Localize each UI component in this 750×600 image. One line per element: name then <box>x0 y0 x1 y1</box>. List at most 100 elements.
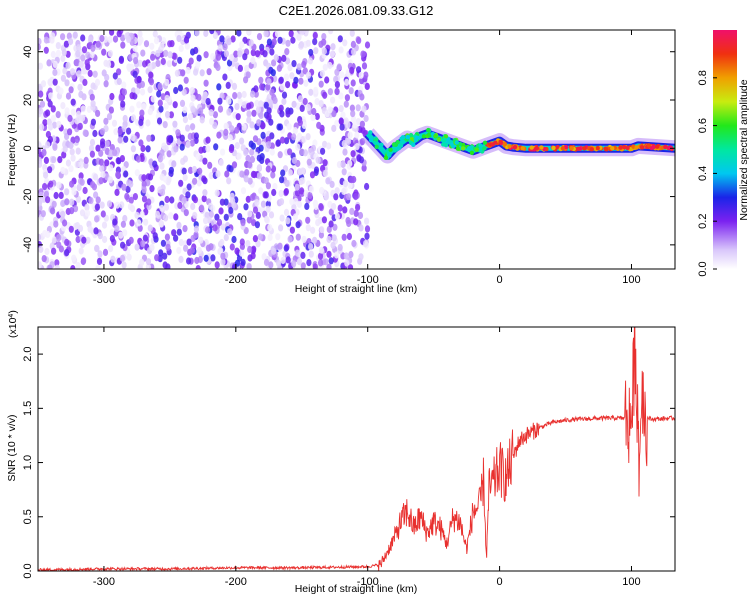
signal-peak <box>639 145 645 150</box>
heatmap-cell <box>189 246 195 254</box>
heatmap-cell <box>120 34 126 42</box>
heatmap-cell <box>277 242 283 250</box>
colorbar-tick-label: 0.2 <box>697 214 709 229</box>
heatmap-cell <box>216 83 222 91</box>
signal-peak <box>388 147 393 152</box>
heatmap-cell <box>342 180 348 188</box>
heatmap-cell <box>152 232 158 240</box>
heatmap-cell <box>328 208 334 216</box>
heatmap-cell <box>341 168 347 176</box>
heatmap-cell <box>283 208 290 216</box>
heatmap-cell <box>120 41 126 49</box>
heatmap-cell <box>94 215 100 223</box>
heatmap-cell <box>274 30 281 38</box>
heatmap-cell <box>47 100 53 108</box>
heatmap-cell <box>237 98 243 106</box>
heatmap-cell <box>55 111 61 119</box>
heatmap-cell <box>363 71 369 79</box>
signal-peak <box>512 144 518 150</box>
heatmap-cell <box>138 118 144 126</box>
heatmap-cell <box>318 246 325 254</box>
heatmap-cell <box>60 54 66 63</box>
heatmap-cell <box>93 227 99 235</box>
heatmap-cell <box>247 161 253 169</box>
heatmap-cell <box>162 252 168 260</box>
heatmap-cell <box>265 200 271 208</box>
heatmap-cell <box>359 77 365 85</box>
heatmap-cell <box>326 250 332 258</box>
heatmap-cell <box>119 254 126 262</box>
heatmap-cell <box>336 161 342 169</box>
heatmap-cell <box>118 94 124 102</box>
heatmap-cell <box>197 198 203 206</box>
snr-multiplier-base: (x10 <box>7 317 19 338</box>
heatmap-cell <box>78 60 84 68</box>
heatmap-cell <box>293 76 299 84</box>
heatmap-cell <box>267 233 273 241</box>
heatmap-cell <box>339 123 345 131</box>
heatmap-cell <box>84 203 90 211</box>
heatmap-cell <box>56 241 62 249</box>
heatmap-cell <box>102 235 108 244</box>
heatmap-cell <box>308 185 315 193</box>
chart-title: C2E1.2026.081.09.33.G12 <box>279 3 434 18</box>
heatmap-cell <box>117 127 123 136</box>
heatmap-cell <box>207 161 213 169</box>
heatmap-cell <box>278 189 284 198</box>
snr-series <box>38 327 675 571</box>
y-tick-label: 1.5 <box>22 401 34 416</box>
heatmap-cell <box>104 140 110 148</box>
heatmap-cell <box>110 255 116 263</box>
snr-x-label: Height of straight line (km) <box>295 583 418 595</box>
heatmap-cell <box>146 134 152 142</box>
heatmap-cell <box>82 78 88 86</box>
heatmap-cell <box>360 50 366 58</box>
heatmap-cell <box>51 236 57 244</box>
heatmap-cell <box>344 78 350 86</box>
heatmap-cell <box>302 67 308 75</box>
spectrogram-y-label: Frequency (Hz) <box>6 114 18 186</box>
heatmap-cell <box>322 159 328 167</box>
heatmap-cell <box>290 36 296 44</box>
heatmap-cell <box>54 264 60 269</box>
signal-peak <box>469 150 475 155</box>
heatmap-cell <box>337 204 343 212</box>
heatmap-cell <box>62 219 68 227</box>
heatmap-cell <box>295 221 301 229</box>
heatmap-cell <box>115 171 121 179</box>
heatmap-cell <box>328 257 334 265</box>
heatmap-cell <box>75 262 81 269</box>
heatmap-cell <box>154 210 161 218</box>
heatmap-cell <box>164 94 170 102</box>
heatmap-cell <box>260 121 266 129</box>
heatmap-cell <box>344 259 350 267</box>
heatmap-cell <box>271 247 277 255</box>
spectrogram-x-ticks: -300 -200 -100 0 100 <box>93 30 641 286</box>
heatmap-cell <box>43 46 49 54</box>
heatmap-cell <box>361 105 367 113</box>
heatmap-cell <box>155 49 161 58</box>
heatmap-cell <box>300 262 306 269</box>
heatmap-cell <box>81 257 87 265</box>
heatmap-cell <box>132 70 138 78</box>
heatmap-cell <box>268 211 275 219</box>
heatmap-cell <box>287 235 293 243</box>
heatmap-cell <box>321 47 327 55</box>
heatmap-cell <box>71 188 77 196</box>
heatmap-cell <box>122 114 128 123</box>
heatmap-cell <box>186 183 192 191</box>
heatmap-cell <box>141 174 147 182</box>
heatmap-cell <box>75 147 81 155</box>
heatmap-cell <box>85 236 91 244</box>
heatmap-cell <box>268 118 274 126</box>
heatmap-cell <box>299 104 305 112</box>
heatmap-cell <box>326 235 332 244</box>
heatmap-cell <box>316 121 322 129</box>
heatmap-cell <box>123 135 129 143</box>
heatmap-cell <box>295 102 301 110</box>
heatmap-cell <box>192 196 198 204</box>
heatmap-cell <box>114 225 120 233</box>
heatmap-cell <box>252 206 259 214</box>
heatmap-cell <box>75 50 81 58</box>
heatmap-cell <box>205 226 211 234</box>
